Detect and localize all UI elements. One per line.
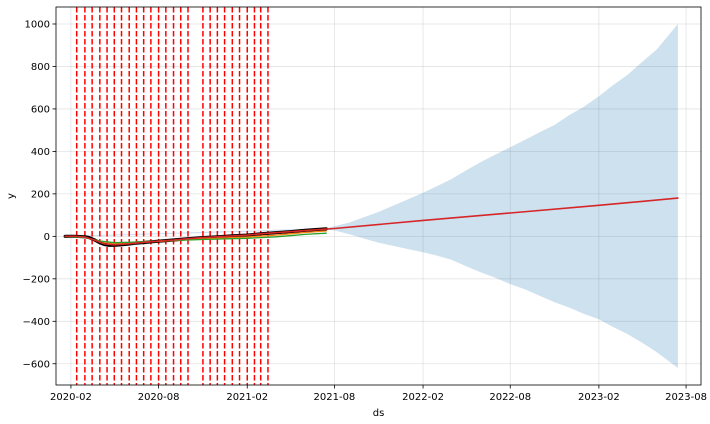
uncertainty-interval [65,24,678,368]
y-axis-ticks: −600 −400 −200 0 200 400 600 800 1000 [23,19,56,370]
x-tick-label: 2021-08 [314,392,356,403]
x-tick-label: 2020-02 [50,392,92,403]
series-lines [63,197,679,247]
plot-frame [55,6,702,386]
x-tick-label: 2021-02 [226,392,268,403]
x-tick-label: 2020-08 [138,392,180,403]
changepoint-lines [75,7,269,385]
forecast-line [64,197,679,246]
x-tick-label: 2023-08 [665,392,707,403]
x-axis-label: ds [373,408,385,419]
y-axis-label: y [6,193,17,199]
x-tick-label: 2023-02 [578,392,620,403]
y-tick-label: 600 [31,104,50,115]
x-tick-label: 2022-08 [489,392,531,403]
y-tick-label: −400 [23,317,50,328]
component-b-line [64,232,327,244]
plot-area [56,7,701,385]
y-tick-label: 800 [31,62,50,73]
uncertainty-band [65,24,678,368]
y-tick-label: 1000 [25,19,50,30]
y-tick-label: 200 [31,189,50,200]
y-tick-label: 400 [31,147,50,158]
y-tick-label: 0 [44,232,50,243]
y-tick-label: −200 [23,274,50,285]
y-tick-label: −600 [23,359,50,370]
grid-lines [56,7,701,385]
x-axis-ticks: 2020-02 2020-08 2021-02 2021-08 2022-02 2022-… [50,385,707,403]
x-tick-label: 2022-02 [402,392,444,403]
